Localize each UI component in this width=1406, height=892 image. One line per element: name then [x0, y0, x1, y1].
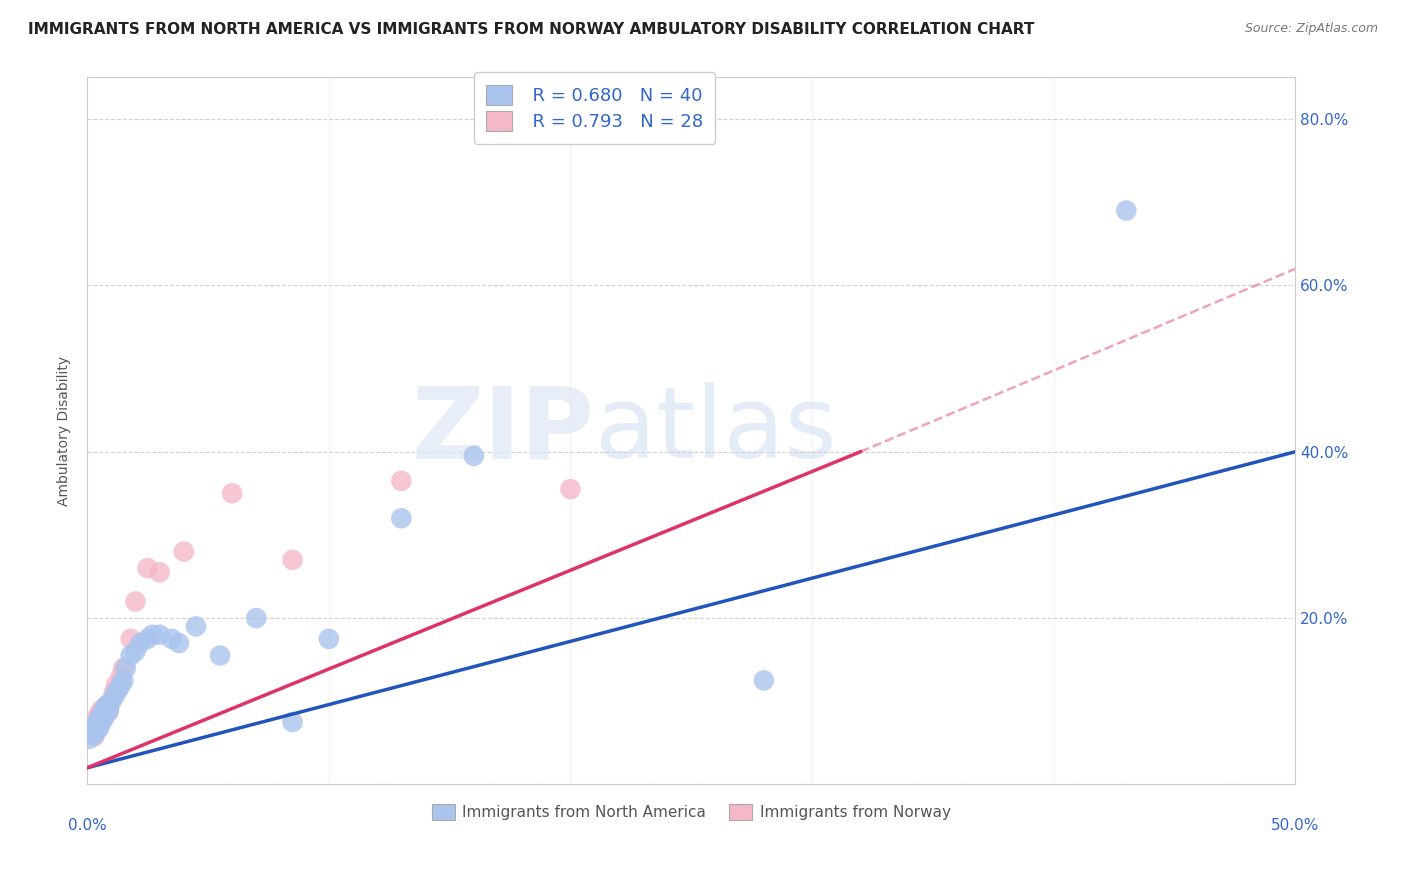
Point: [184, 619, 207, 633]
Point: [97, 702, 120, 716]
Point: [112, 673, 135, 688]
Point: [160, 632, 183, 646]
Point: [89, 721, 111, 735]
Point: [752, 673, 775, 688]
Point: [80, 723, 103, 738]
Point: [83, 729, 105, 743]
Point: [136, 632, 159, 646]
Point: [124, 644, 146, 658]
Text: atlas: atlas: [595, 383, 837, 479]
Point: [93, 702, 115, 716]
Point: [79, 727, 101, 741]
Point: [281, 714, 304, 729]
Point: [100, 694, 122, 708]
Text: ZIP: ZIP: [412, 383, 595, 479]
Point: [103, 690, 125, 704]
Point: [1115, 203, 1137, 218]
Point: [245, 611, 267, 625]
Point: [79, 731, 101, 746]
Point: [110, 678, 132, 692]
Point: [120, 648, 142, 663]
Point: [463, 449, 485, 463]
Point: [80, 727, 103, 741]
Text: Source: ZipAtlas.com: Source: ZipAtlas.com: [1244, 22, 1378, 36]
Point: [90, 711, 112, 725]
Point: [136, 561, 159, 575]
Point: [110, 669, 132, 683]
Point: [389, 474, 412, 488]
Point: [83, 719, 105, 733]
Point: [120, 632, 142, 646]
Point: [114, 661, 136, 675]
Point: [80, 723, 103, 738]
Point: [389, 511, 412, 525]
Point: [96, 698, 118, 713]
Point: [107, 681, 129, 696]
Point: [96, 706, 118, 721]
Point: [167, 636, 190, 650]
Point: [141, 628, 163, 642]
Point: [80, 719, 103, 733]
Point: [221, 486, 243, 500]
Legend: Immigrants from North America, Immigrants from Norway: Immigrants from North America, Immigrant…: [426, 798, 957, 826]
Point: [129, 636, 152, 650]
Point: [124, 594, 146, 608]
Point: [86, 711, 108, 725]
Point: [173, 544, 195, 558]
Point: [281, 553, 304, 567]
Point: [112, 661, 135, 675]
Point: [318, 632, 340, 646]
Point: [100, 694, 122, 708]
Point: [83, 717, 105, 731]
Text: 0.0%: 0.0%: [67, 818, 107, 833]
Point: [83, 723, 105, 738]
Point: [89, 706, 111, 721]
Point: [209, 648, 232, 663]
Y-axis label: Ambulatory Disability: Ambulatory Disability: [58, 356, 72, 506]
Point: [89, 714, 111, 729]
Point: [90, 702, 112, 716]
Point: [93, 711, 115, 725]
Point: [93, 702, 115, 716]
Point: [90, 714, 112, 729]
Point: [105, 678, 128, 692]
Point: [86, 723, 108, 738]
Point: [96, 698, 118, 713]
Point: [86, 714, 108, 729]
Point: [149, 628, 172, 642]
Point: [105, 686, 128, 700]
Text: IMMIGRANTS FROM NORTH AMERICA VS IMMIGRANTS FROM NORWAY AMBULATORY DISABILITY CO: IMMIGRANTS FROM NORTH AMERICA VS IMMIGRA…: [28, 22, 1035, 37]
Point: [560, 482, 582, 496]
Point: [86, 721, 108, 735]
Point: [83, 727, 105, 741]
Point: [89, 711, 111, 725]
Point: [97, 704, 120, 718]
Point: [103, 686, 125, 700]
Point: [149, 566, 172, 580]
Text: 50.0%: 50.0%: [1271, 818, 1320, 833]
